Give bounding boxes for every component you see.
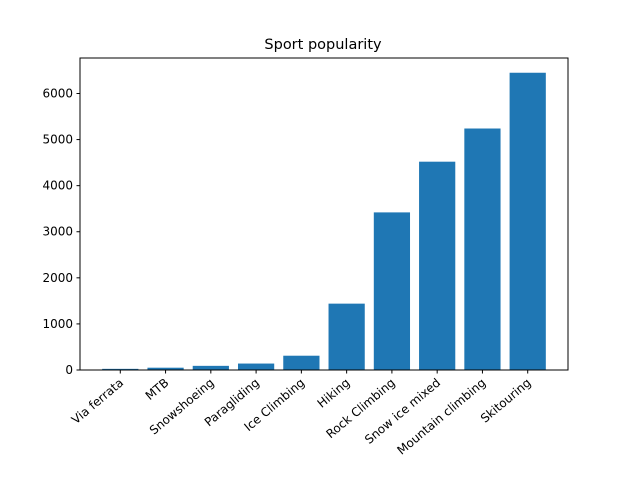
bar bbox=[192, 365, 229, 370]
y-tick-label: 5000 bbox=[42, 133, 73, 147]
y-axis: 0 1000 2000 3000 4000 5000 6000 bbox=[42, 86, 80, 377]
y-tick-label: 0 bbox=[65, 363, 73, 377]
bar bbox=[373, 212, 411, 370]
bar bbox=[237, 363, 275, 370]
bar bbox=[147, 367, 184, 370]
bars-layer bbox=[102, 72, 546, 370]
bar bbox=[328, 303, 365, 370]
y-tick-label: 4000 bbox=[42, 179, 73, 193]
y-tick-label: 2000 bbox=[42, 271, 73, 285]
bar bbox=[283, 355, 320, 370]
y-tick-label: 3000 bbox=[42, 225, 73, 239]
chart-title: Sport popularity bbox=[264, 37, 382, 53]
plot-frame bbox=[79, 57, 569, 371]
bar bbox=[102, 368, 139, 370]
y-tick-label: 6000 bbox=[42, 86, 73, 100]
bar bbox=[509, 72, 546, 370]
bar bbox=[464, 128, 501, 370]
bar bbox=[419, 161, 456, 370]
y-tick-label: 1000 bbox=[42, 317, 73, 331]
